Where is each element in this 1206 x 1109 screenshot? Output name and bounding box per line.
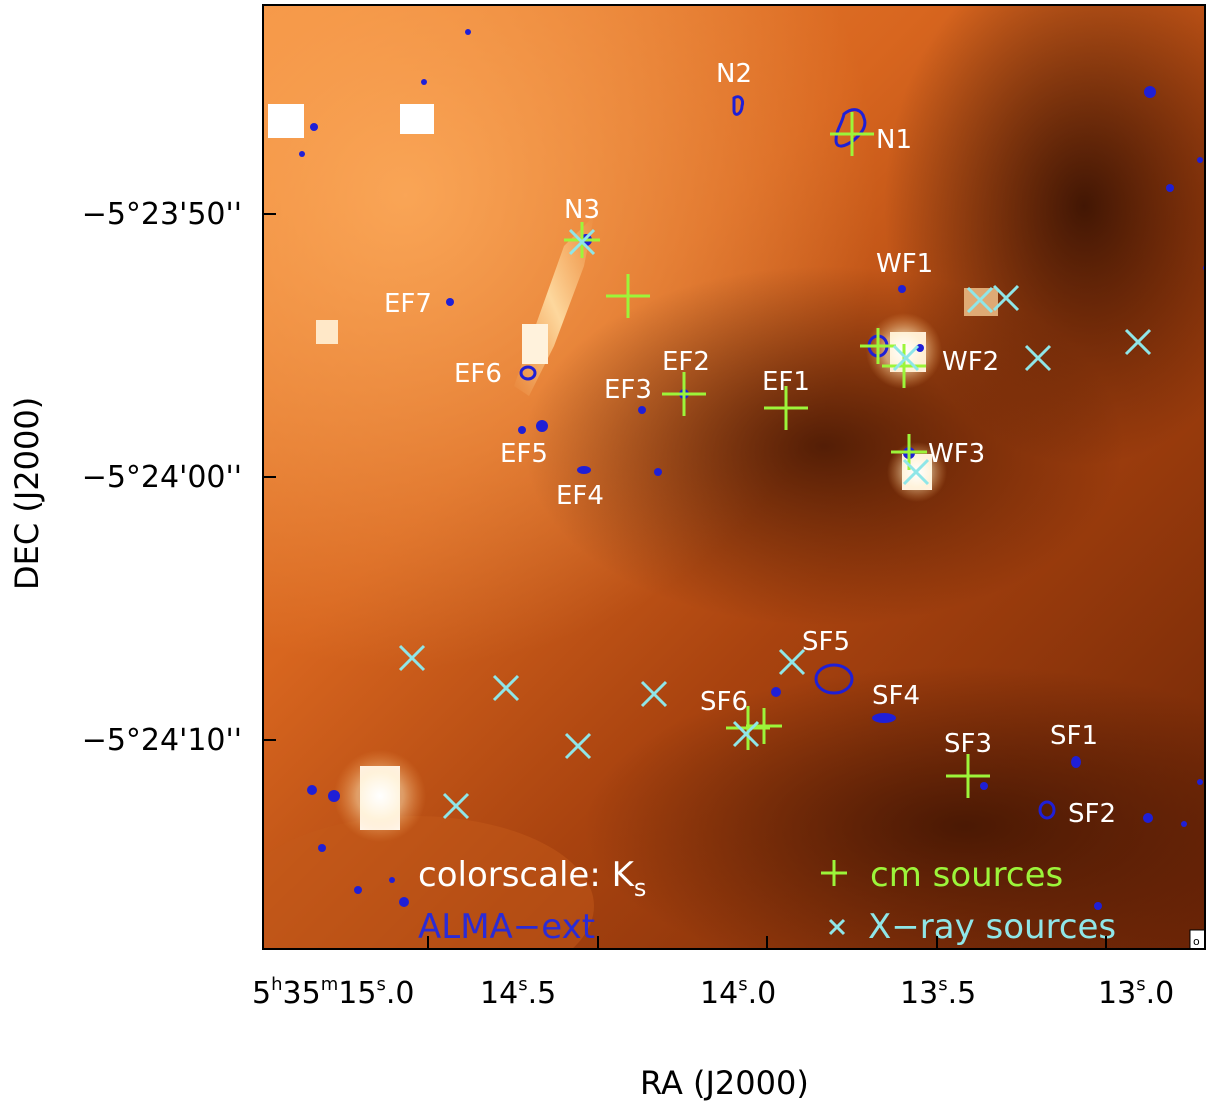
star-lower-left-halo (334, 750, 426, 842)
xray-source-n3 (568, 228, 596, 256)
xray-source-sl3 (564, 732, 592, 760)
xray-source-wf2a (892, 344, 920, 372)
xray-source-sl5 (442, 792, 470, 820)
cm-source-ef7 (606, 274, 650, 318)
xray-source-sl2 (492, 674, 520, 702)
xray-source-wf1a (966, 286, 994, 314)
image-panel: N1 N2 N3 EF1 EF2 EF3 EF4 EF5 EF6 EF7 WF1… (262, 4, 1206, 950)
y-tickmark (262, 739, 276, 741)
label-wf2: WF2 (942, 347, 999, 377)
cm-source-ef1 (764, 386, 808, 430)
label-ef1: EF1 (762, 367, 810, 397)
star-upper-left-1 (268, 104, 304, 138)
x-tickmark (936, 936, 938, 950)
label-ef2: EF2 (662, 347, 710, 377)
cm-source-ef2 (662, 372, 706, 416)
cm-source-n1 (830, 112, 874, 156)
contour-sf2 (1038, 800, 1056, 820)
y-tick-label: −5°24'10'' (81, 723, 242, 758)
cm-source-wf2a (860, 328, 896, 364)
legend-colorscale: colorscale: Ks (418, 855, 646, 902)
label-n1: N1 (876, 125, 912, 155)
contour-sf5 (814, 663, 854, 695)
label-ef3: EF3 (604, 375, 652, 405)
contour-ef6 (519, 365, 537, 381)
x-axis-title: RA (J2000) (640, 1064, 809, 1102)
label-ef5: EF5 (500, 439, 548, 469)
label-sf2: SF2 (1068, 799, 1116, 829)
alma-compact-sources (299, 29, 1204, 910)
label-sf1: SF1 (1050, 721, 1098, 751)
label-sf4: SF4 (872, 681, 920, 711)
label-n3: N3 (564, 195, 600, 225)
ks-band-image: N1 N2 N3 EF1 EF2 EF3 EF4 EF5 EF6 EF7 WF1… (264, 6, 1204, 948)
label-ef7: EF7 (384, 289, 432, 319)
x-tickmark (427, 936, 429, 950)
source-labels: N1 N2 N3 EF1 EF2 EF3 EF4 EF5 EF6 EF7 WF1… (384, 59, 1116, 829)
xray-source-wf1b (992, 284, 1020, 312)
xray-source-wf2c (1024, 344, 1052, 372)
legend-alma: ALMA−ext (418, 907, 595, 947)
contour-n1 (834, 108, 867, 148)
star-filament (522, 324, 548, 364)
label-wf1: WF1 (876, 249, 933, 279)
label-ef4: EF4 (556, 481, 604, 511)
y-tickmark (262, 213, 276, 215)
x-tick-label: 14s.0 (700, 974, 777, 1011)
xray-source-sl1 (398, 644, 426, 672)
star-left-faint (316, 320, 338, 344)
cm-source-sf3 (946, 754, 990, 798)
legend-cm-marker (821, 860, 847, 886)
x-tick-label: 14s.5 (480, 974, 557, 1011)
x-tickmark (597, 936, 599, 950)
star-upper-left-2 (400, 104, 434, 134)
xray-source-sf6 (732, 720, 760, 748)
dark-lane-right (884, 6, 1204, 466)
xray-source-sl4 (640, 680, 668, 708)
label-sf5: SF5 (802, 627, 850, 657)
label-ef6: EF6 (454, 359, 502, 389)
nebula-lower-left (264, 816, 594, 948)
legend-xray: X−ray sources (868, 907, 1116, 947)
x-tick-label: 13s.5 (900, 974, 977, 1011)
label-sf3: SF3 (944, 729, 992, 759)
x-tick-label-first: 5h35m15s.0 (252, 974, 415, 1011)
xray-source-sf5 (778, 648, 806, 676)
corner-mark: o (1193, 935, 1200, 948)
x-tickmark (1105, 936, 1107, 950)
corner-box (1189, 929, 1204, 948)
legend-xray-marker (828, 918, 846, 936)
cm-source-wf2b (882, 344, 926, 388)
dark-lane-bottom (584, 666, 1204, 948)
y-axis-title: DEC (J2000) (8, 396, 46, 590)
xray-source-far-right (1124, 328, 1152, 356)
y-tick-label: −5°24'00'' (81, 460, 242, 495)
contour-n2 (732, 95, 744, 116)
y-tickmark (262, 476, 276, 478)
x-tick-label: 13s.0 (1098, 974, 1175, 1011)
x-tickmark (766, 936, 768, 950)
legend-cm: cm sources (870, 855, 1063, 895)
label-sf6: SF6 (700, 687, 748, 717)
xray-sources (398, 228, 1152, 820)
xray-source-wf3 (902, 458, 930, 486)
y-tick-label: −5°23'50'' (81, 197, 242, 232)
label-n2: N2 (716, 59, 752, 89)
legend: colorscale: Ks ALMA−ext cm sources X−ray… (418, 855, 1116, 947)
label-wf3: WF3 (928, 439, 985, 469)
